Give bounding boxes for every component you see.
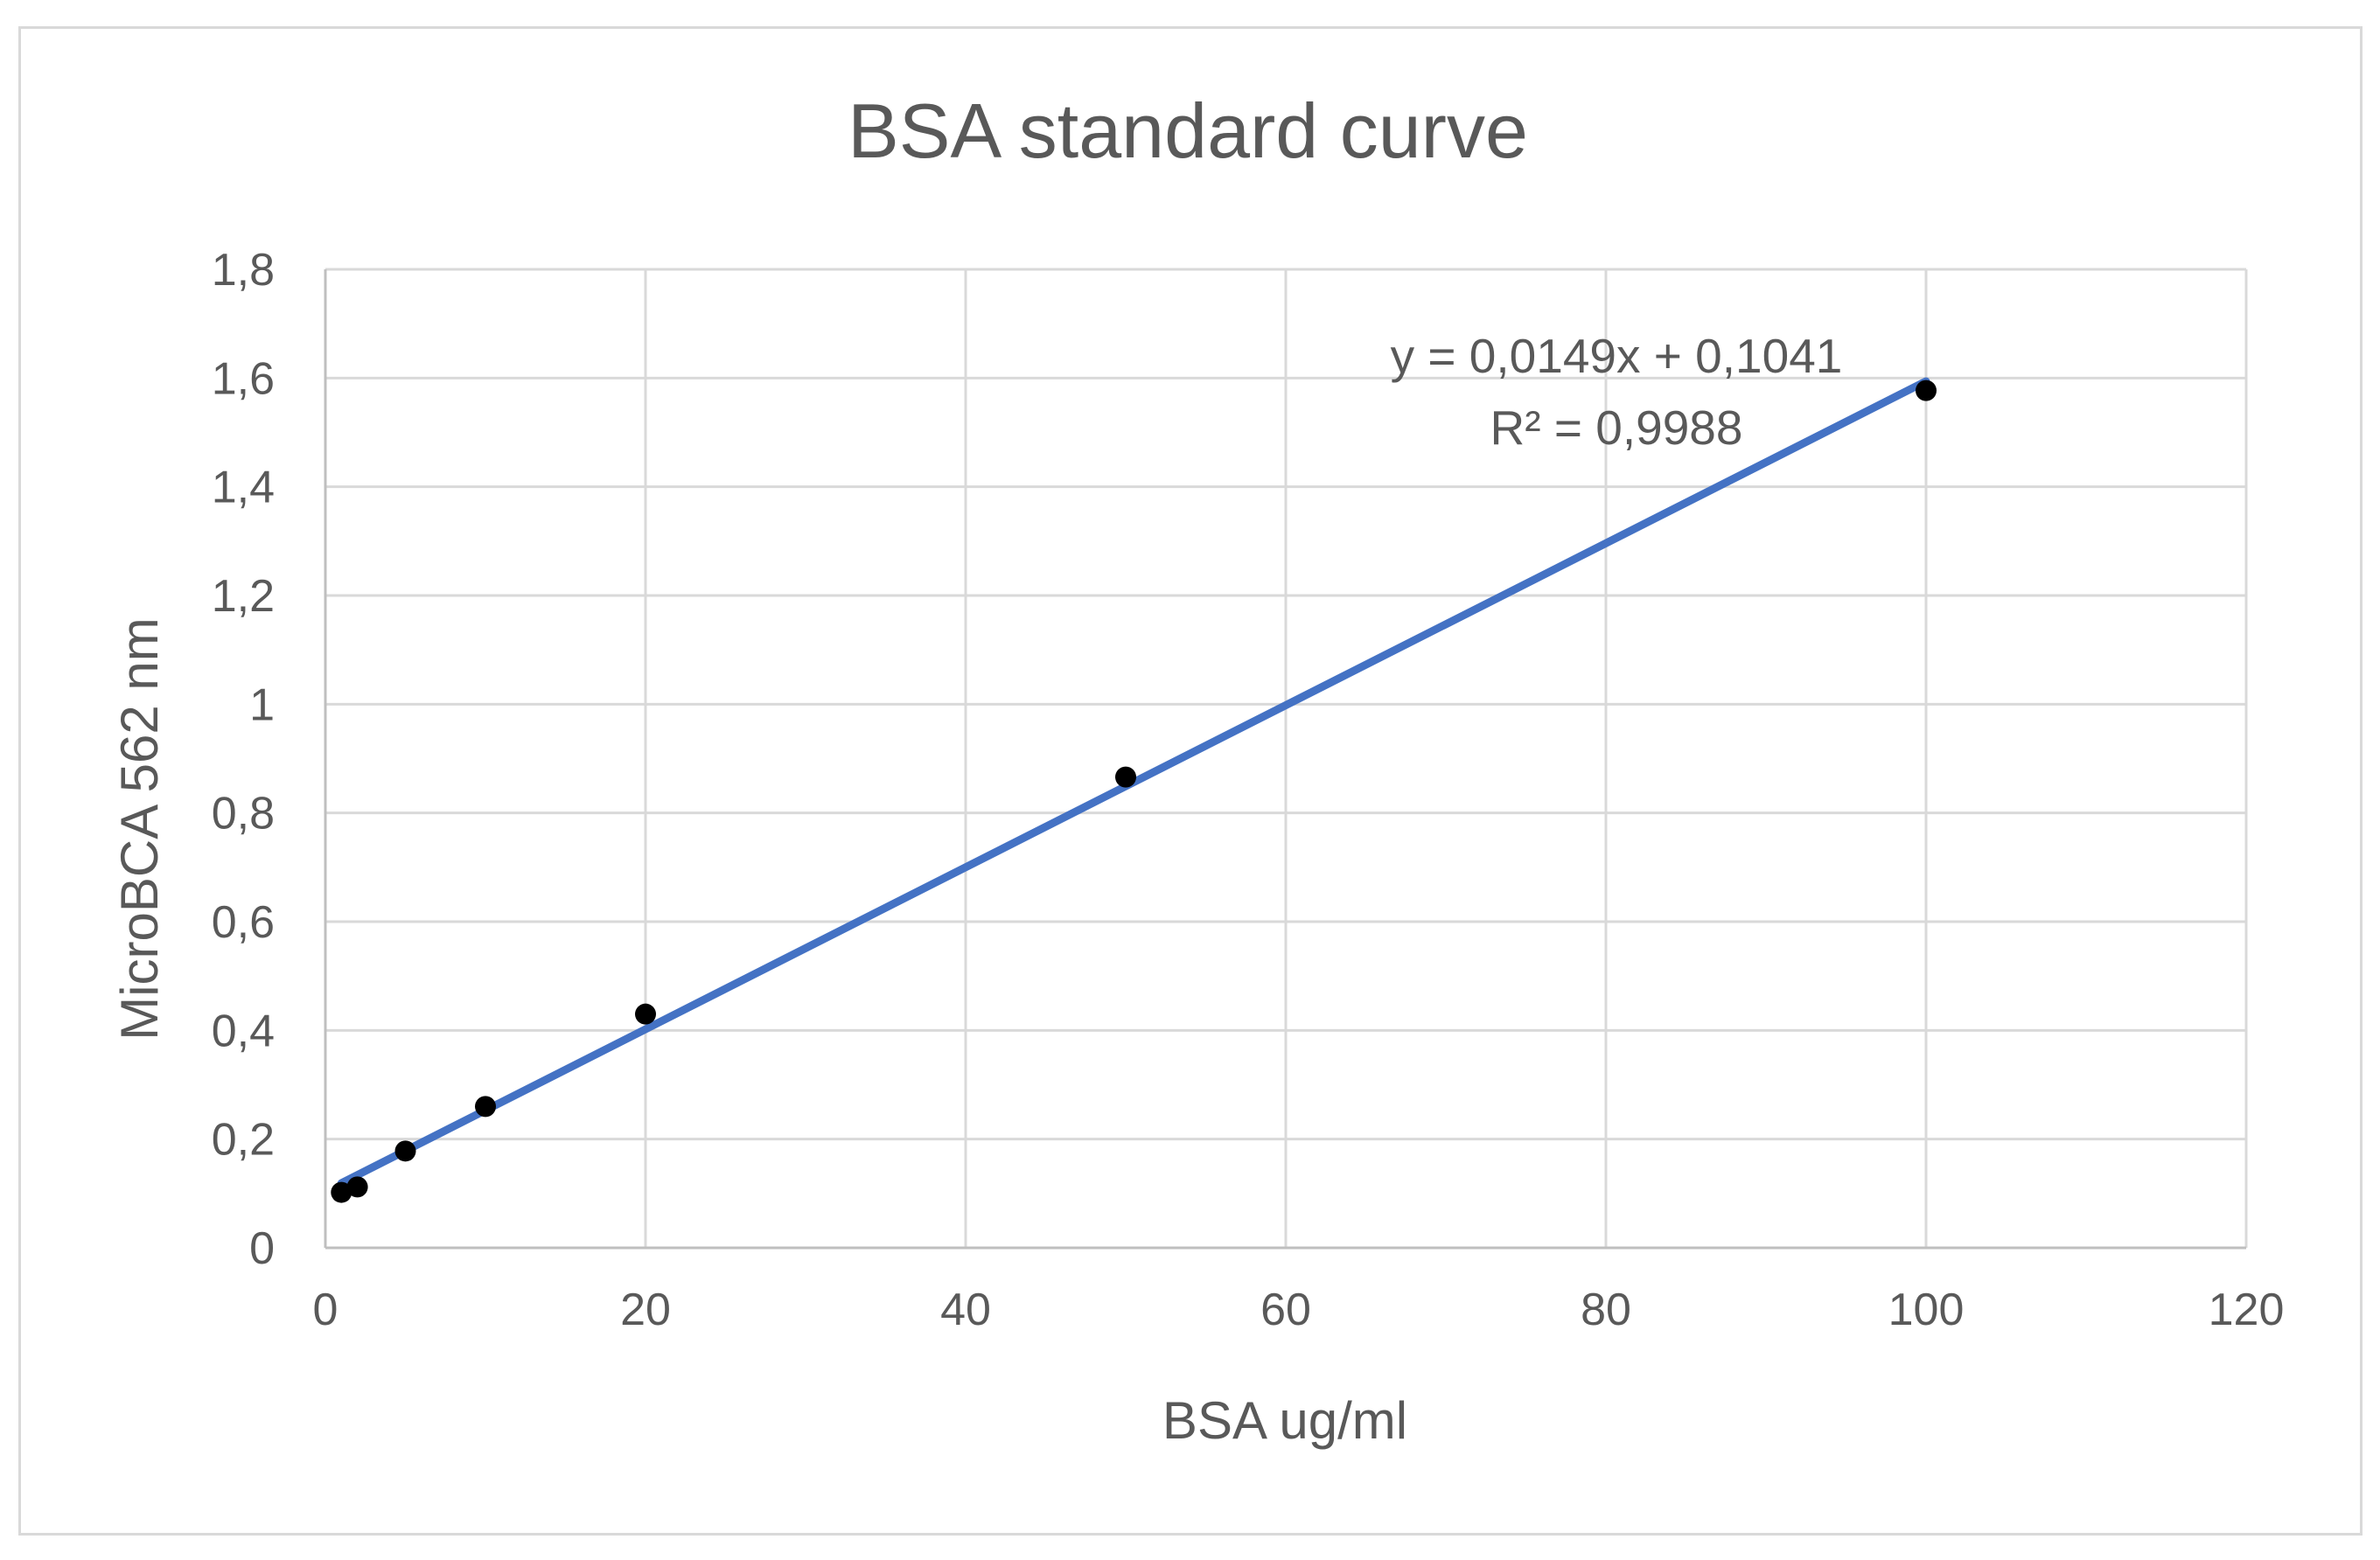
tick-labels: 0 0,2 0,4 0,6 0,8 1 1,2 1,4 1,6 1,8 0 20 40 60 80 100 12… (212, 245, 2285, 1335)
y-tick-label: 1,6 (212, 353, 275, 404)
y-tick-label: 1,4 (212, 463, 275, 513)
chart-frame (18, 26, 2363, 1536)
data-point (635, 1003, 656, 1025)
x-tick-label: 120 (2209, 1285, 2285, 1335)
y-tick-label: 0,2 (212, 1115, 275, 1166)
data-point (1115, 766, 1136, 788)
y-tick-label: 0,4 (212, 1006, 275, 1056)
trendline-r-squared: R² = 0,9988 (1490, 400, 1743, 455)
y-tick-label: 0,8 (212, 789, 275, 839)
y-axis-title: MicroBCA 562 nm (110, 617, 169, 1041)
y-tick-label: 0 (249, 1223, 275, 1274)
data-point (346, 1176, 368, 1198)
y-tick-label: 1,2 (212, 571, 275, 622)
x-tick-label: 80 (1581, 1285, 1631, 1335)
x-tick-label: 60 (1260, 1285, 1311, 1335)
chart-title: BSA standard curve (848, 87, 1528, 174)
x-tick-label: 40 (940, 1285, 991, 1335)
y-tick-label: 1 (249, 679, 275, 730)
gridlines (325, 268, 2248, 1248)
x-tick-label: 100 (1888, 1285, 1965, 1335)
y-tick-label: 1,8 (212, 245, 275, 296)
x-axis-title: BSA ug/ml (1162, 1391, 1407, 1450)
data-point (331, 1181, 352, 1203)
axes (324, 269, 2246, 1250)
data-point (1916, 380, 1937, 401)
x-tick-label: 0 (313, 1285, 339, 1335)
trendline-equation: y = 0,0149x + 0,1041 (1391, 329, 1843, 383)
data-point (394, 1140, 416, 1162)
data-points (331, 380, 1937, 1203)
x-tick-label: 20 (620, 1285, 671, 1335)
y-tick-label: 0,6 (212, 897, 275, 948)
data-point (475, 1096, 496, 1118)
